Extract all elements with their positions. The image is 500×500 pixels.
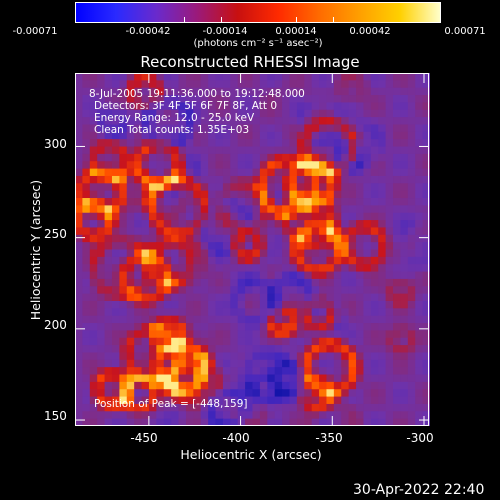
colorbar-tick-label: 0.00042: [349, 26, 391, 37]
image-pixels: [75, 73, 430, 426]
colorbar-frame: [75, 2, 441, 23]
x-tick-label: -300: [406, 431, 434, 445]
info-peak-position: Position of Peak = [-448,159]: [94, 398, 248, 410]
info-energy-range: Energy Range: 12.0 - 25.0 keV: [94, 112, 255, 124]
info-time-range: 8-Jul-2005 19:11:36.000 to 19:12:48.000: [89, 88, 305, 100]
colorbar-ticks: [75, 17, 441, 23]
y-tick-label: 200: [44, 318, 67, 332]
colorbar-tick-label: -0.00071: [12, 26, 58, 37]
x-axis-label: Heliocentric X (arcsec): [180, 447, 322, 462]
colorbar-tick-label: -0.00042: [125, 26, 171, 37]
info-clean-counts: Clean Total counts: 1.35E+03: [94, 124, 250, 136]
y-axis-label: Heliocentric Y (arcsec): [28, 179, 43, 321]
x-tick-label: -400: [222, 431, 250, 445]
y-tick-label: 300: [44, 137, 67, 151]
rhessi-image: [75, 73, 430, 426]
x-tick-label: -350: [315, 431, 343, 445]
colorbar-tick-label: 0.00071: [444, 26, 486, 37]
y-tick-label: 250: [44, 227, 67, 241]
info-detectors: Detectors: 3F 4F 5F 6F 7F 8F, Att 0: [94, 100, 278, 112]
y-tick-label: 150: [44, 409, 67, 423]
plot-title: Reconstructed RHESSI Image: [140, 53, 360, 71]
plot-frame: [75, 73, 429, 426]
colorbar-tick-label: 0.00014: [275, 26, 317, 37]
colorbar: [75, 2, 441, 23]
x-tick-label: -450: [130, 431, 158, 445]
axis-ticks: [75, 73, 429, 426]
footer-timestamp: 30-Apr-2022 22:40: [353, 482, 485, 498]
colorbar-tick-label: -0.00014: [202, 26, 248, 37]
colorbar-units-label: (photons cm⁻² s⁻¹ asec⁻²): [193, 38, 323, 49]
